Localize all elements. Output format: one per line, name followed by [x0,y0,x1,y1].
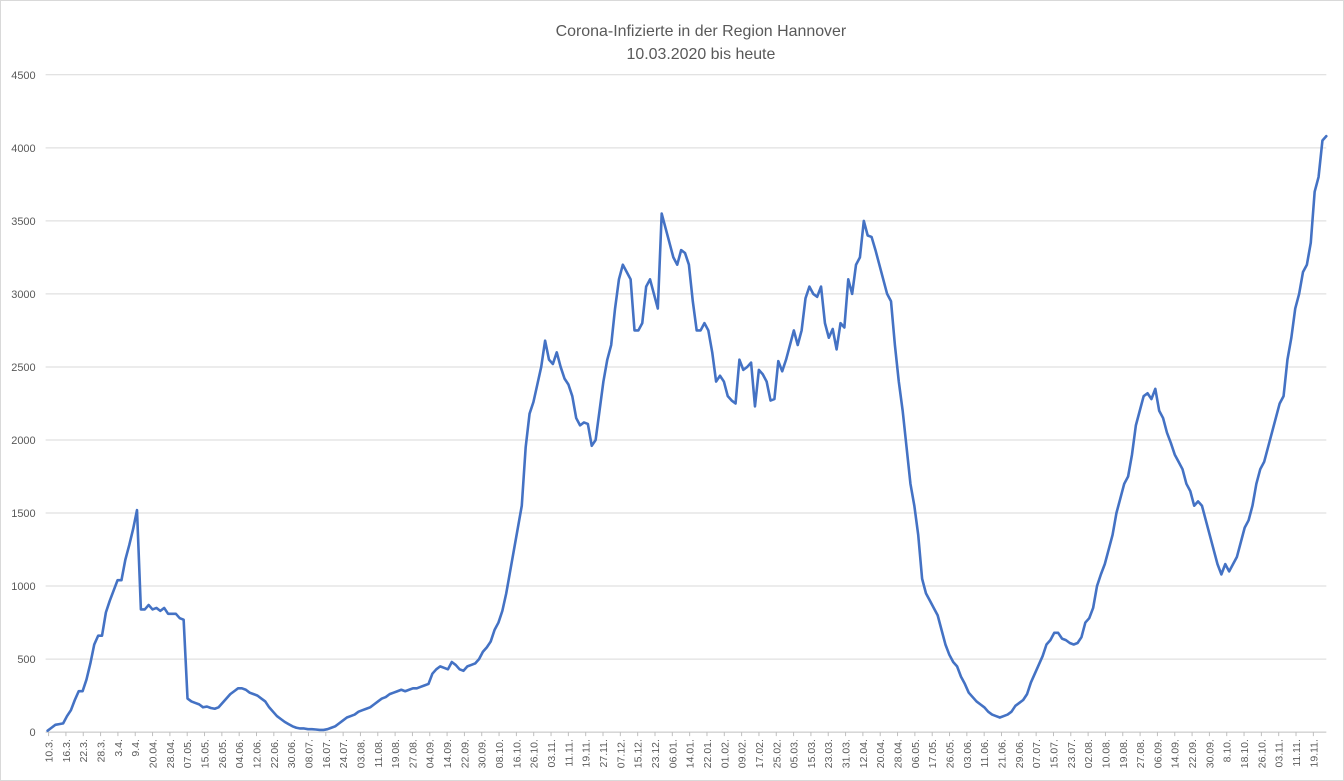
x-tick-label: 08.07. [304,739,315,768]
chart-title: Corona-Infizierte in der Region Hannover [556,23,847,40]
x-tick-label: 07.12. [616,739,627,768]
x-tick-label: 03.08. [356,739,367,768]
x-tick-label: 22.01. [703,739,714,768]
x-tick-label: 14.01. [686,739,697,768]
x-tick-label: 20.04. [876,739,887,768]
x-tick-label: 9.4. [131,739,142,756]
x-tick-label: 26.10. [1257,739,1268,768]
y-tick-label: 2000 [11,435,35,447]
x-tick-label: 04.09. [426,739,437,768]
x-tick-label: 02.08. [1084,739,1095,768]
x-tick-label: 09.02. [738,739,749,768]
x-tick-label: 08.10. [495,739,506,768]
x-tick-label: 06.05. [911,739,922,768]
x-tick-label: 22.3. [79,739,90,762]
x-tick-label: 11.11. [1292,739,1303,767]
x-tick-label: 06.09. [1153,739,1164,768]
x-tick-label: 18.10. [1240,739,1251,768]
x-tick-label: 10.08. [1101,739,1112,768]
x-tick-label: 14.09. [1171,739,1182,768]
x-tick-label: 03.11. [547,739,558,767]
x-tick-label: 15.05. [201,739,212,768]
x-tick-label: 22.09. [460,739,471,768]
x-tick-label: 01.02. [720,739,731,768]
y-tick-label: 500 [17,654,35,666]
y-tick-label: 0 [30,727,36,739]
y-tick-label: 2500 [11,362,35,374]
x-tick-label: 14.09. [443,739,454,768]
x-tick-label: 07.05. [183,739,194,768]
x-tick-label: 27.11. [599,739,610,767]
x-tick-label: 11.08. [374,739,385,767]
gridlines [45,74,1327,733]
x-tick-label: 28.04. [894,739,905,768]
x-tick-label: 03.11. [1275,739,1286,767]
x-tick-label: 28.04. [166,739,177,768]
x-tick-label: 22.06. [270,739,281,768]
series-line [46,134,1328,732]
x-tick-label: 11.06. [980,739,991,767]
x-tick-label: 30.06. [287,739,298,768]
x-tick-label: 06.01. [668,739,679,768]
x-tick-label: 10.3. [45,739,56,762]
x-tick-label: 03.06. [963,739,974,768]
x-tick-label: 07.07. [1032,739,1043,768]
y-axis-ticks: 0 500 1000 1500 2000 2500 3000 3500 4000 4500 [11,70,35,739]
x-tick-label: 19.08. [391,739,402,768]
x-tick-label: 30.09. [1205,739,1216,768]
x-tick-label: 12.06. [252,739,263,768]
x-tick-label: 05.03. [790,739,801,768]
y-tick-label: 4000 [11,143,35,155]
x-tick-label: 19.11. [582,739,593,767]
x-tick-label: 15.12. [634,739,645,768]
y-tick-label: 4500 [11,70,35,82]
x-axis-ticks: 10.3. 16.3. 22.3. 28.3. 3.4. 9.4. 20.04. 28.04.… [45,732,1320,768]
x-tick-label: 17.05. [928,739,939,768]
x-tick-label: 26.10. [530,739,541,768]
x-tick-label: 23.12. [651,739,662,768]
chart-subtitle: 10.03.2020 bis heute [626,46,775,63]
x-tick-label: 23.03. [824,739,835,768]
x-tick-label: 25.02. [772,739,783,768]
y-tick-label: 1000 [11,581,35,593]
series-layer [46,134,1328,732]
x-tick-label: 8.10. [1223,739,1234,762]
x-tick-label: 16.07. [322,739,333,768]
x-tick-label: 15.07. [1049,739,1060,768]
x-tick-label: 27.08. [408,739,419,768]
x-tick-label: 04.06. [235,739,246,768]
x-tick-label: 20.04. [149,739,160,768]
x-tick-label: 17.02. [755,739,766,768]
x-tick-label: 21.06. [997,739,1008,768]
x-tick-label: 28.3. [97,739,108,762]
x-tick-label: 19.08. [1119,739,1130,768]
x-tick-label: 16.3. [62,739,73,762]
x-tick-label: 29.06. [1015,739,1026,768]
x-tick-label: 30.09. [478,739,489,768]
x-tick-label: 3.4. [114,739,125,756]
x-tick-label: 26.05. [218,739,229,768]
x-tick-label: 31.03. [842,739,853,768]
y-tick-label: 1500 [11,508,35,520]
x-tick-label: 12.04. [859,739,870,768]
x-tick-label: 26.05. [946,739,957,768]
x-tick-label: 22.09. [1188,739,1199,768]
x-tick-label: 11.11. [564,739,575,767]
y-tick-label: 3000 [11,289,35,301]
y-tick-label: 3500 [11,216,35,228]
x-tick-label: 15.03. [807,739,818,768]
x-tick-label: 19.11. [1309,739,1320,767]
x-tick-label: 23.07. [1067,739,1078,768]
x-tick-label: 27.08. [1136,739,1147,768]
x-tick-label: 24.07. [339,739,350,768]
x-tick-label: 16.10. [512,739,523,768]
